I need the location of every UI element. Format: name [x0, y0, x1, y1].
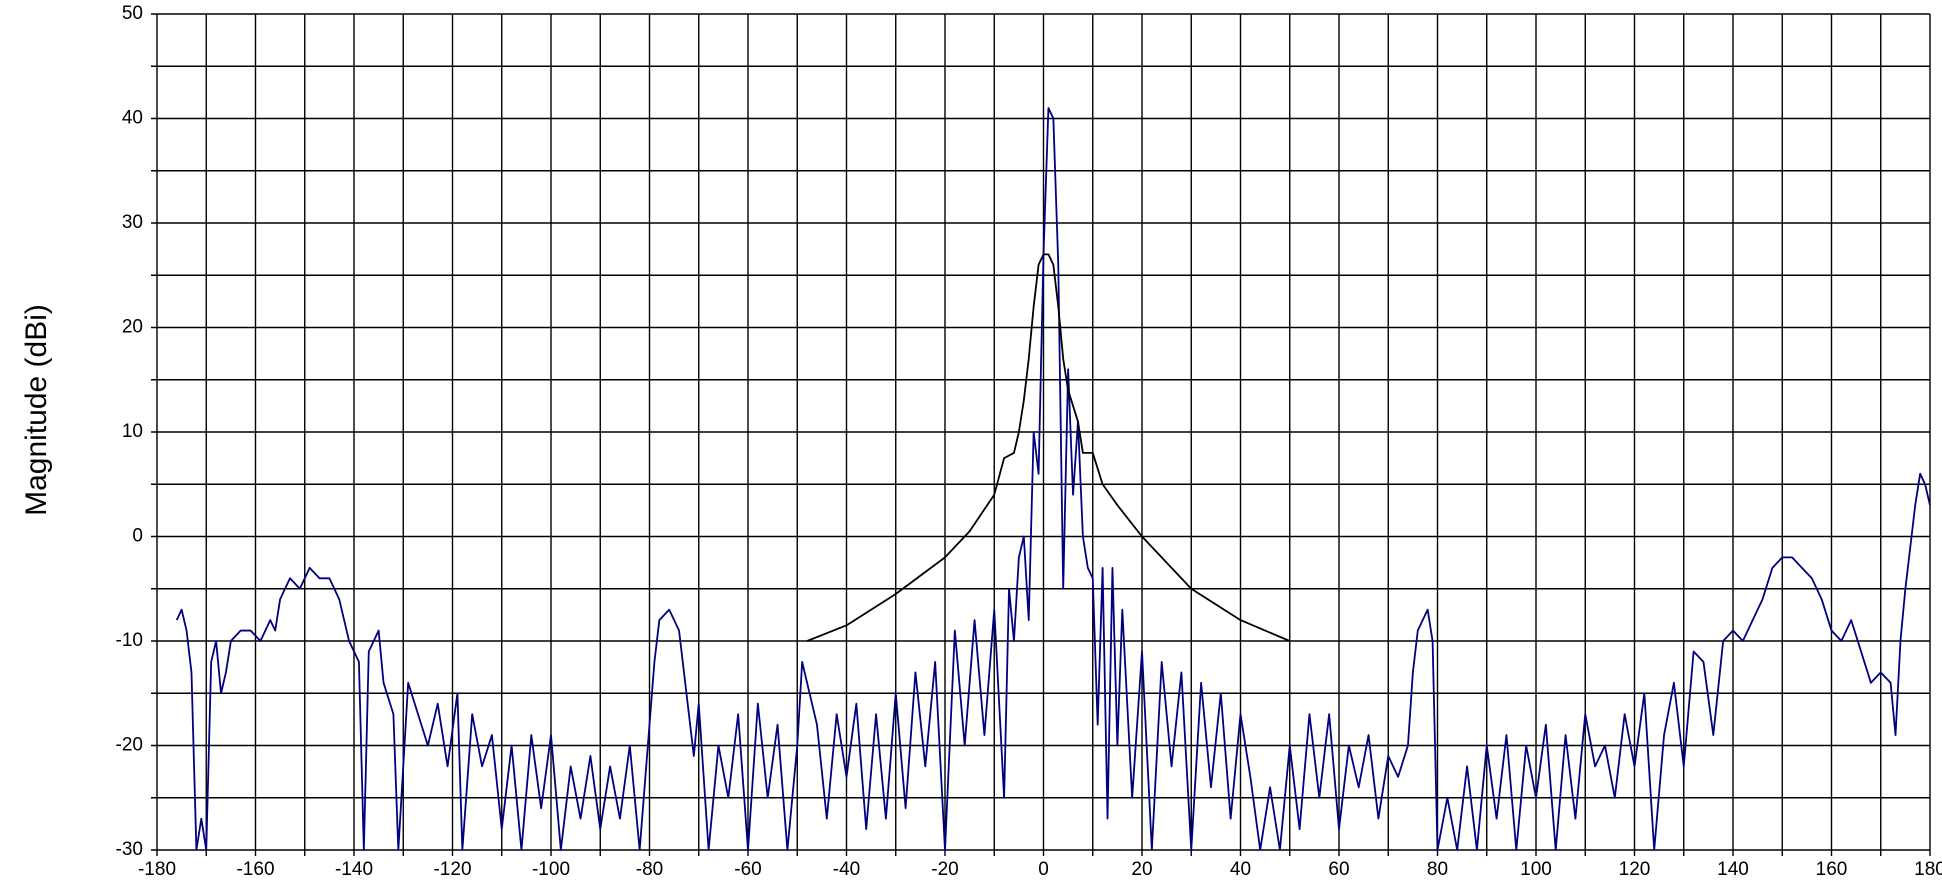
x-tick-label: 180	[1914, 859, 1942, 880]
y-tick-label: 50	[122, 3, 143, 24]
y-tick-label: 10	[122, 421, 143, 442]
x-tick-label: 160	[1816, 859, 1848, 880]
x-tick-label: 100	[1520, 859, 1552, 880]
y-tick-label: 30	[122, 212, 143, 233]
series-line	[806, 253, 1291, 642]
series-line	[175, 107, 1931, 851]
x-tick-label: 120	[1619, 859, 1651, 880]
x-tick-label: 60	[1328, 859, 1349, 880]
y-axis-label: Magnitude (dBi)	[20, 304, 53, 516]
y-tick-label: 40	[122, 108, 143, 129]
x-tick-label: -60	[734, 859, 761, 880]
x-tick-label: -140	[335, 859, 373, 880]
x-tick-label: 40	[1230, 859, 1251, 880]
y-tick-label: 20	[122, 317, 143, 338]
x-tick-label: 0	[1038, 859, 1049, 880]
y-tick-label: -20	[116, 735, 143, 756]
x-tick-label: -20	[931, 859, 958, 880]
x-tick-label: -160	[236, 859, 274, 880]
x-tick-label: -40	[833, 859, 860, 880]
x-tick-label: 80	[1427, 859, 1448, 880]
x-tick-label: -180	[138, 859, 176, 880]
y-tick-label: -10	[116, 630, 143, 651]
x-tick-label: -80	[636, 859, 663, 880]
x-tick-label: 20	[1131, 859, 1152, 880]
y-tick-label: 0	[132, 526, 143, 547]
y-tick-label: -30	[116, 839, 143, 860]
x-tick-label: -100	[532, 859, 570, 880]
x-tick-label: 140	[1717, 859, 1749, 880]
x-tick-label: -120	[433, 859, 471, 880]
